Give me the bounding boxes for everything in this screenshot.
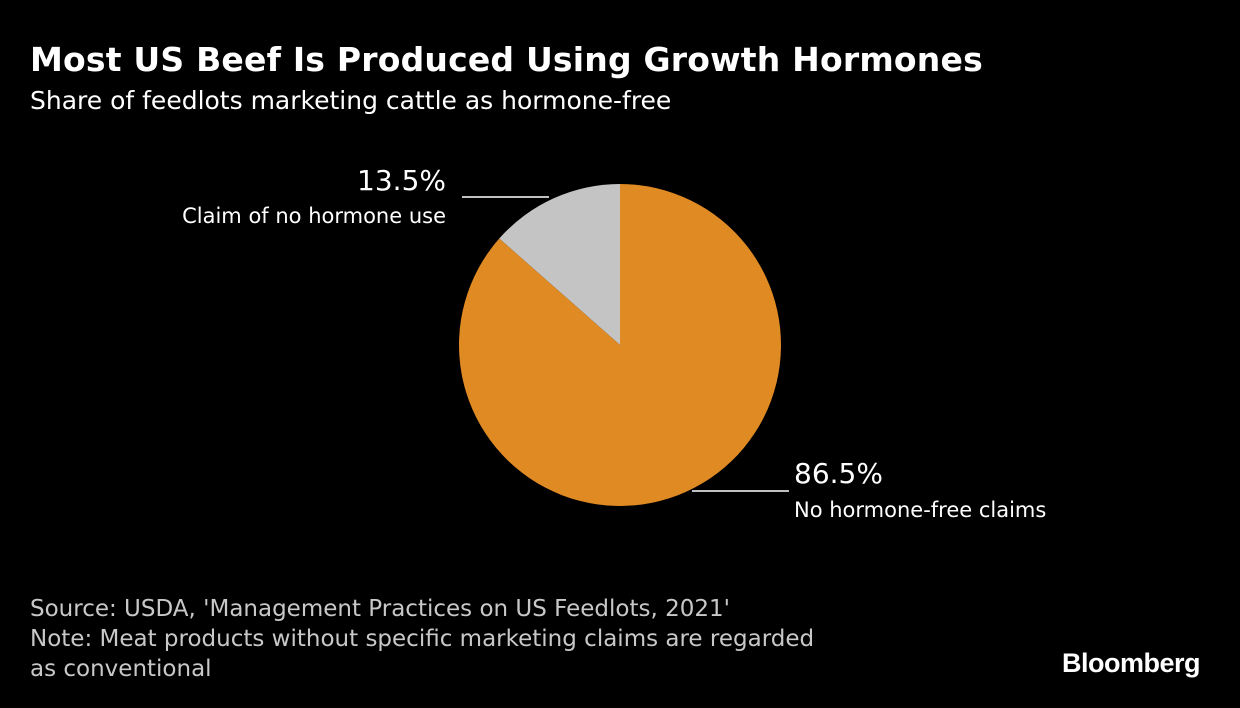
note-line-2: as conventional xyxy=(30,656,212,682)
slice-1-category-label: Claim of no hormone use xyxy=(182,204,446,228)
bloomberg-logo: Bloomberg xyxy=(1061,648,1201,678)
slice-2-category-label: No hormone-free claims xyxy=(794,498,1046,522)
slice-2-value-label: 86.5% xyxy=(794,457,883,490)
chart-footer: Source: USDA, 'Management Practices on U… xyxy=(30,594,930,684)
note-line-1: Note: Meat products without specific mar… xyxy=(30,626,815,652)
source-note: Source: USDA, 'Management Practices on U… xyxy=(30,596,730,622)
pie-slice-2 xyxy=(459,184,781,506)
chart-title: Most US Beef Is Produced Using Growth Ho… xyxy=(30,40,983,79)
slice-1-value-label: 13.5% xyxy=(357,164,446,197)
pie-slice-1 xyxy=(499,184,620,345)
pie-annotations: 13.5% Claim of no hormone use 86.5% No horm… xyxy=(182,164,1046,522)
chart-subtitle: Share of feedlots marketing cattle as ho… xyxy=(30,86,672,115)
pie-slices xyxy=(459,184,781,506)
